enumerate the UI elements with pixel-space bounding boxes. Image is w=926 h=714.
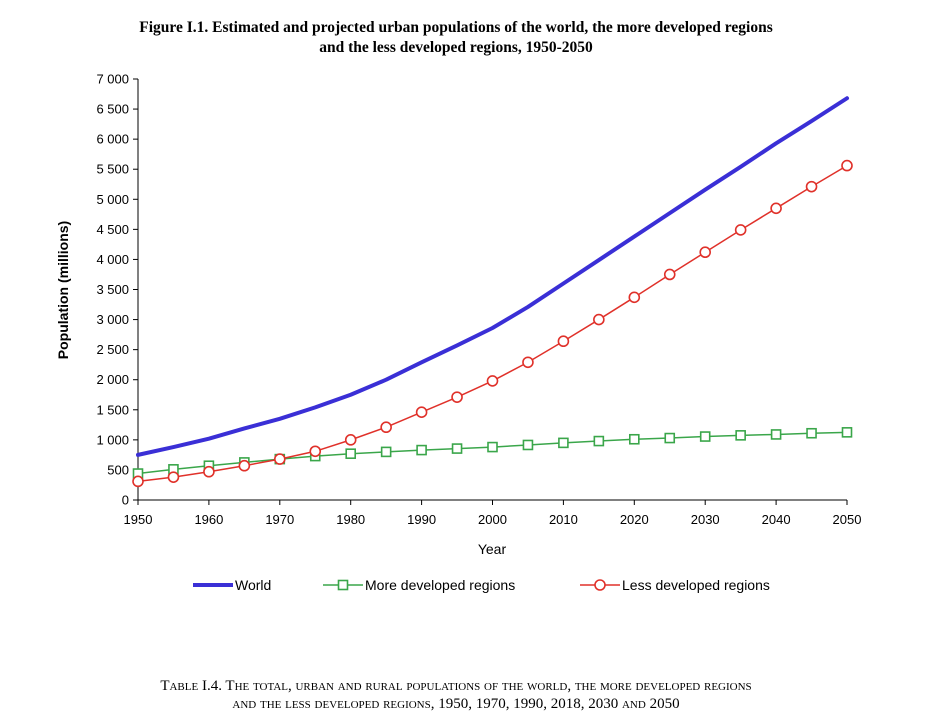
table-caption-line-1: Table I.4. The total, urban and rural po… [160,678,752,694]
x-tick-label: 1960 [194,512,223,527]
more-developed-regions-point [487,441,498,453]
legend-label-more-developed-regions: More developed regions [365,577,515,593]
less-developed-regions-point [734,224,747,236]
world-series-line [136,96,849,457]
figure-title: Figure I.1. Estimated and projected urba… [0,18,912,58]
y-tick-label: 1 000 [96,432,129,447]
y-tick-label: 4 000 [96,252,129,267]
x-axis-ticks: 1950 1960 1970 1980 1990 2000 2010 2020 2030 2040… [124,500,862,527]
less-developed-regions-point [522,356,534,369]
x-tick-label: 1980 [336,512,365,527]
x-tick-label: 1950 [124,512,153,527]
y-tick-label: 3 000 [96,312,129,327]
less-developed-regions-point [593,313,605,326]
y-tick-label: 1 500 [96,402,129,417]
more-developed-regions-point [593,435,605,447]
x-tick-label: 2050 [833,512,862,527]
table-caption-line-2: and the less developed regions, 1950, 19… [232,696,680,712]
more-developed-regions-point [628,433,640,445]
more-developed-regions-point [380,446,392,458]
x-tick-label: 1970 [265,512,294,527]
chart-legend: World More developed regions Less develope… [193,577,770,593]
y-axis-ticks: 0 500 1 000 1 500 2 000 2 500 3 000 3 500 4 000 4… [96,72,138,508]
less-developed-regions-point [167,471,180,483]
less-developed-regions-point [273,453,286,465]
more-developed-regions-point [699,431,711,442]
x-tick-label: 2010 [549,512,578,527]
figure-title-line-1: Figure I.1. Estimated and projected urba… [139,19,773,36]
less-developed-regions-point [415,406,428,418]
more-developed-regions-point [558,437,569,449]
more-developed-regions-point [345,448,357,459]
y-tick-label: 2 500 [96,342,129,357]
legend-marker-more-developed-regions [337,579,349,591]
less-developed-regions-point [699,246,712,259]
less-developed-regions-point [309,445,322,458]
more-developed-regions-point [806,427,817,439]
y-tick-label: 4 500 [96,222,129,237]
more-developed-regions-point [451,443,463,454]
y-axis-label: Population (millions) [55,221,71,359]
x-tick-label: 2020 [620,512,649,527]
less-developed-regions-point [841,159,853,172]
less-developed-regions-point [451,391,463,403]
more-developed-regions-point [735,430,746,441]
y-tick-label: 2 000 [96,372,129,387]
more-developed-regions-point [416,444,427,456]
less-developed-regions-point [805,180,818,193]
legend-label-less-developed-regions: Less developed regions [622,577,770,593]
less-developed-regions-point [486,375,499,387]
more-developed-regions-point [522,439,534,451]
table-caption: Table I.4. The total, urban and rural po… [0,677,912,713]
less-developed-regions-point [557,335,570,348]
more-developed-regions-point [664,432,676,444]
more-developed-regions-point [770,429,782,440]
less-developed-regions-point [663,268,676,281]
y-tick-label: 3 500 [96,282,129,297]
more-developed-regions-point [841,427,853,438]
legend-marker-less-developed-regions [594,579,606,591]
y-tick-label: 0 [122,493,129,508]
less-developed-regions-point [380,421,392,434]
less-developed-regions-point [628,291,641,304]
legend-label-world: World [235,577,271,593]
chart-series [132,96,853,488]
y-tick-label: 6 000 [96,132,129,147]
x-axis-label: Year [478,541,507,557]
x-tick-label: 1990 [407,512,436,527]
less-developed-regions-point [132,475,144,488]
less-developed-regions-point [238,459,251,472]
less-developed-regions-point [203,465,215,478]
less-developed-regions-point [344,434,357,446]
x-tick-label: 2000 [478,512,507,527]
y-tick-label: 6 500 [96,102,129,117]
y-tick-label: 5 000 [96,192,129,207]
figure-title-line-2: and the less developed regions, 1950-205… [319,39,593,56]
less-developed-regions-point [770,202,782,215]
y-tick-label: 7 000 [96,72,129,87]
x-tick-label: 2030 [691,512,720,527]
x-tick-label: 2040 [762,512,791,527]
y-tick-label: 5 500 [96,162,129,177]
y-tick-label: 500 [107,462,129,477]
